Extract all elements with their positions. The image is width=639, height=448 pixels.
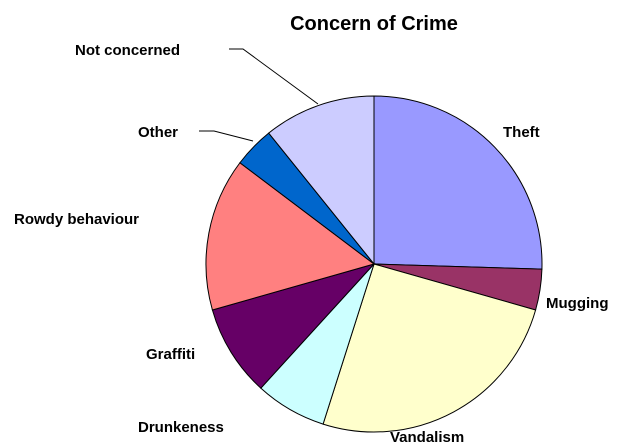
pie-slice-theft <box>373 95 543 270</box>
slice-label-mugging: Mugging <box>546 295 608 312</box>
slice-label-theft: Theft <box>503 124 540 141</box>
slice-label-other: Other <box>138 124 178 141</box>
pie-slices <box>205 95 543 433</box>
pie-slice-vandalism <box>322 263 537 433</box>
leader-lines <box>199 48 319 142</box>
slice-label-not-concerned: Not concerned <box>75 42 180 59</box>
leader-line-not-concerned <box>229 48 319 105</box>
pie-slice-not-concerned <box>267 95 375 266</box>
slice-label-drunkeness: Drunkeness <box>138 419 224 436</box>
chart-title: Concern of Crime <box>290 13 458 35</box>
pie-slice-rowdy-behaviour <box>205 162 376 311</box>
slice-label-vandalism: Vandalism <box>390 429 464 446</box>
slice-label-graffiti: Graffiti <box>146 346 195 363</box>
pie-slice-graffiti <box>211 263 376 389</box>
slice-label-rowdy-behaviour: Rowdy behaviour <box>14 211 139 228</box>
leader-line-other <box>199 130 254 142</box>
slice-labels: Theft Mugging Vandalism Drunkeness Graffiti R… <box>14 42 608 446</box>
